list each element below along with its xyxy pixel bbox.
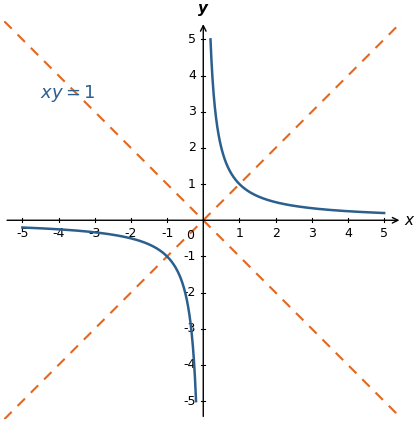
Text: 2: 2 <box>188 141 196 154</box>
Text: -1: -1 <box>183 250 196 263</box>
Text: 2: 2 <box>272 227 279 241</box>
Text: 3: 3 <box>308 227 316 241</box>
Text: -5: -5 <box>16 227 29 241</box>
Text: -4: -4 <box>183 358 196 371</box>
Text: y: y <box>198 1 208 16</box>
Text: -2: -2 <box>125 227 137 241</box>
Text: 3: 3 <box>188 105 196 118</box>
Text: -3: -3 <box>183 322 196 335</box>
Text: -3: -3 <box>88 227 101 241</box>
Text: -2: -2 <box>183 286 196 299</box>
Text: 4: 4 <box>344 227 352 241</box>
Text: x: x <box>404 213 413 228</box>
Text: 4: 4 <box>188 69 196 82</box>
Text: 5: 5 <box>380 227 388 241</box>
Text: -5: -5 <box>183 395 196 408</box>
Text: $xy = 1$: $xy = 1$ <box>40 83 96 104</box>
Text: -4: -4 <box>53 227 65 241</box>
Text: -1: -1 <box>161 227 173 241</box>
Text: 5: 5 <box>188 33 196 46</box>
Text: 1: 1 <box>236 227 244 241</box>
Text: 1: 1 <box>188 178 196 191</box>
Text: 0: 0 <box>186 229 194 242</box>
